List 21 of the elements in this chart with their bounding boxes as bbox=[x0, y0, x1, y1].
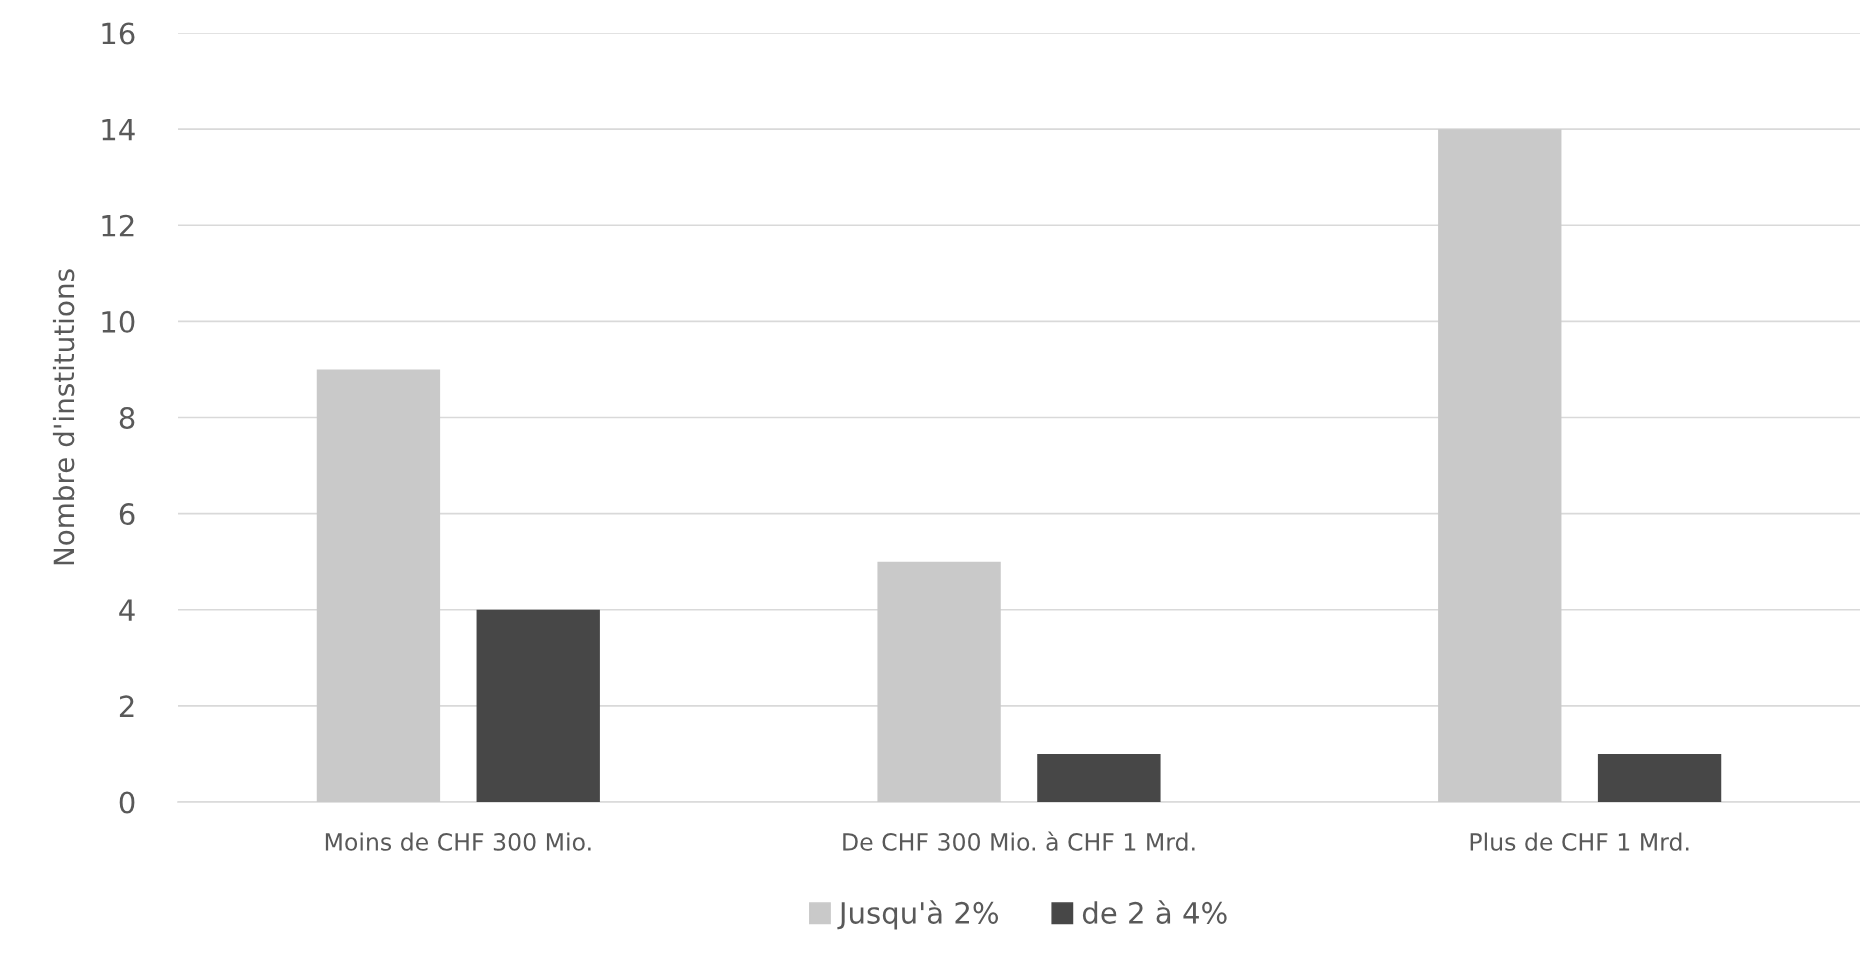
bar bbox=[316, 369, 441, 802]
y-tick-label: 2 bbox=[119, 695, 134, 717]
y-tick-label: 14 bbox=[102, 118, 135, 141]
bar bbox=[476, 609, 600, 802]
y-tick-label: 16 bbox=[102, 22, 135, 45]
y-axis-title: Nombre d'institutions bbox=[52, 269, 75, 565]
bar bbox=[877, 561, 1001, 802]
bar bbox=[1037, 753, 1161, 802]
x-tick-label: De CHF 300 Mio. à CHF 1 Mrd. bbox=[843, 831, 1195, 851]
bar bbox=[1438, 129, 1562, 802]
y-tick-label: 12 bbox=[102, 214, 134, 237]
x-tick-label: Plus de CHF 1 Mrd. bbox=[1470, 832, 1689, 851]
y-tick-label: 6 bbox=[119, 503, 135, 526]
legend-label: de 2 à 4% bbox=[1082, 900, 1227, 924]
x-tick-label: Moins de CHF 300 Mio. bbox=[325, 832, 591, 851]
y-tick-label: 0 bbox=[119, 791, 135, 814]
y-tick-label: 4 bbox=[119, 599, 135, 621]
y-tick-label: 8 bbox=[119, 406, 135, 429]
y-tick-label: 10 bbox=[102, 310, 135, 333]
bar bbox=[1597, 753, 1722, 802]
legend-label: Jusqu'à 2% bbox=[837, 900, 999, 930]
